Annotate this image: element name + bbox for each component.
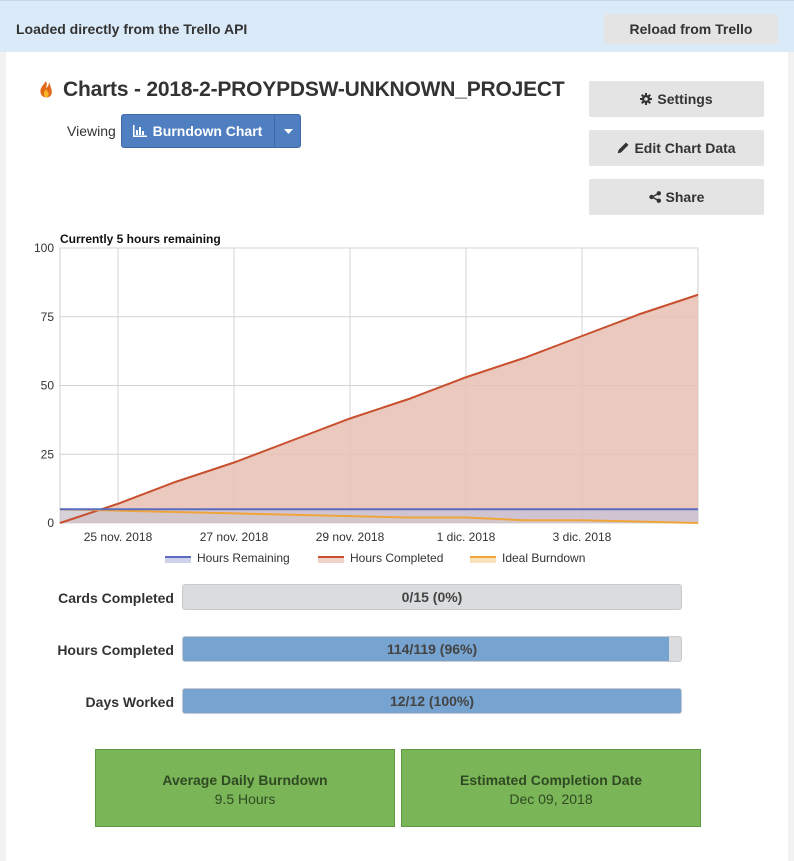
gear-icon	[640, 93, 653, 105]
selected-chart-label: Burndown Chart	[152, 123, 263, 139]
legend-swatch-fill	[318, 557, 344, 563]
days-worked-value: 12/12 (100%)	[389, 693, 475, 709]
chart-legend: Hours Remaining Hours Completed Ideal Burn…	[165, 551, 585, 565]
average-daily-burndown-title: Average Daily Burndown	[162, 772, 328, 788]
line-hours-completed	[59, 293, 699, 524]
hours-completed-bar: 114/119 (96%)	[182, 636, 682, 662]
edit-chart-data-button[interactable]: Edit Chart Data	[589, 130, 764, 166]
legend-label[interactable]: Hours Remaining	[197, 551, 290, 565]
y-tick-label: 75	[41, 310, 55, 324]
line-ideal-burndown	[59, 508, 699, 524]
average-daily-burndown-value: 9.5 Hours	[214, 791, 276, 807]
chart-axes: 0 25 50 75 100 25 nov. 2018 27 nov. 2018 29 nov…	[34, 241, 612, 544]
cards-completed-label: Cards Completed	[58, 590, 174, 606]
cards-completed-bar: 0/15 (0%)	[182, 584, 682, 610]
hours-completed-label: Hours Completed	[57, 642, 174, 658]
days-worked-bar: 12/12 (100%)	[182, 688, 682, 714]
cards-completed-value: 0/15 (0%)	[401, 589, 463, 605]
y-tick-label: 0	[47, 516, 54, 530]
legend-label[interactable]: Ideal Burndown	[502, 551, 585, 565]
y-tick-label: 50	[41, 379, 55, 393]
settings-button[interactable]: Settings	[589, 81, 764, 117]
x-tick-label: 3 dic. 2018	[553, 530, 612, 544]
days-worked-fill	[183, 689, 681, 713]
chart-type-select[interactable]: Burndown Chart	[121, 114, 301, 148]
estimated-completion-title: Estimated Completion Date	[459, 772, 643, 788]
y-tick-label: 25	[41, 447, 55, 461]
reload-from-trello-button[interactable]: Reload from Trello	[604, 14, 778, 44]
legend-swatch-fill	[165, 557, 191, 563]
chart-lines	[59, 293, 699, 524]
legend-swatch-fill	[470, 557, 496, 563]
edit-chart-data-label: Edit Chart Data	[634, 140, 736, 156]
chart-type-dropdown-toggle[interactable]	[274, 115, 301, 147]
burndown-chart: 0 25 50 75 100 25 nov. 2018 27 nov. 2018 29 nov…	[34, 232, 699, 565]
hours-completed-fill	[183, 637, 670, 661]
flame-icon	[40, 81, 52, 98]
share-icon	[648, 191, 661, 203]
share-button[interactable]: Share	[589, 179, 764, 215]
viewing-label: Viewing	[67, 123, 116, 139]
settings-label: Settings	[657, 91, 713, 107]
bar-chart-icon	[132, 125, 147, 137]
estimated-completion-value: Dec 09, 2018	[509, 791, 593, 807]
pencil-icon	[618, 142, 629, 154]
x-tick-label: 25 nov. 2018	[84, 530, 153, 544]
x-tick-label: 29 nov. 2018	[316, 530, 385, 544]
source-banner-text: Loaded directly from the Trello API	[16, 21, 248, 37]
page-title: Charts - 2018-2-PROYPDSW-UNKNOWN_PROJECT	[63, 78, 565, 101]
source-banner: Loaded directly from the Trello API Relo…	[0, 0, 794, 52]
chart-title: Currently 5 hours remaining	[60, 232, 221, 246]
hours-completed-value: 114/119 (96%)	[386, 641, 478, 657]
days-worked-label: Days Worked	[85, 694, 174, 710]
y-tick-label: 100	[34, 241, 54, 255]
legend-label[interactable]: Hours Completed	[350, 551, 443, 565]
chart-type-select-button[interactable]: Burndown Chart	[122, 115, 273, 147]
share-label: Share	[665, 189, 705, 205]
estimated-completion-card: Estimated Completion Date Dec 09, 2018	[401, 749, 701, 827]
caret-down-icon	[283, 128, 293, 134]
x-tick-label: 1 dic. 2018	[437, 530, 496, 544]
x-tick-label: 27 nov. 2018	[200, 530, 269, 544]
average-daily-burndown-card: Average Daily Burndown 9.5 Hours	[95, 749, 395, 827]
